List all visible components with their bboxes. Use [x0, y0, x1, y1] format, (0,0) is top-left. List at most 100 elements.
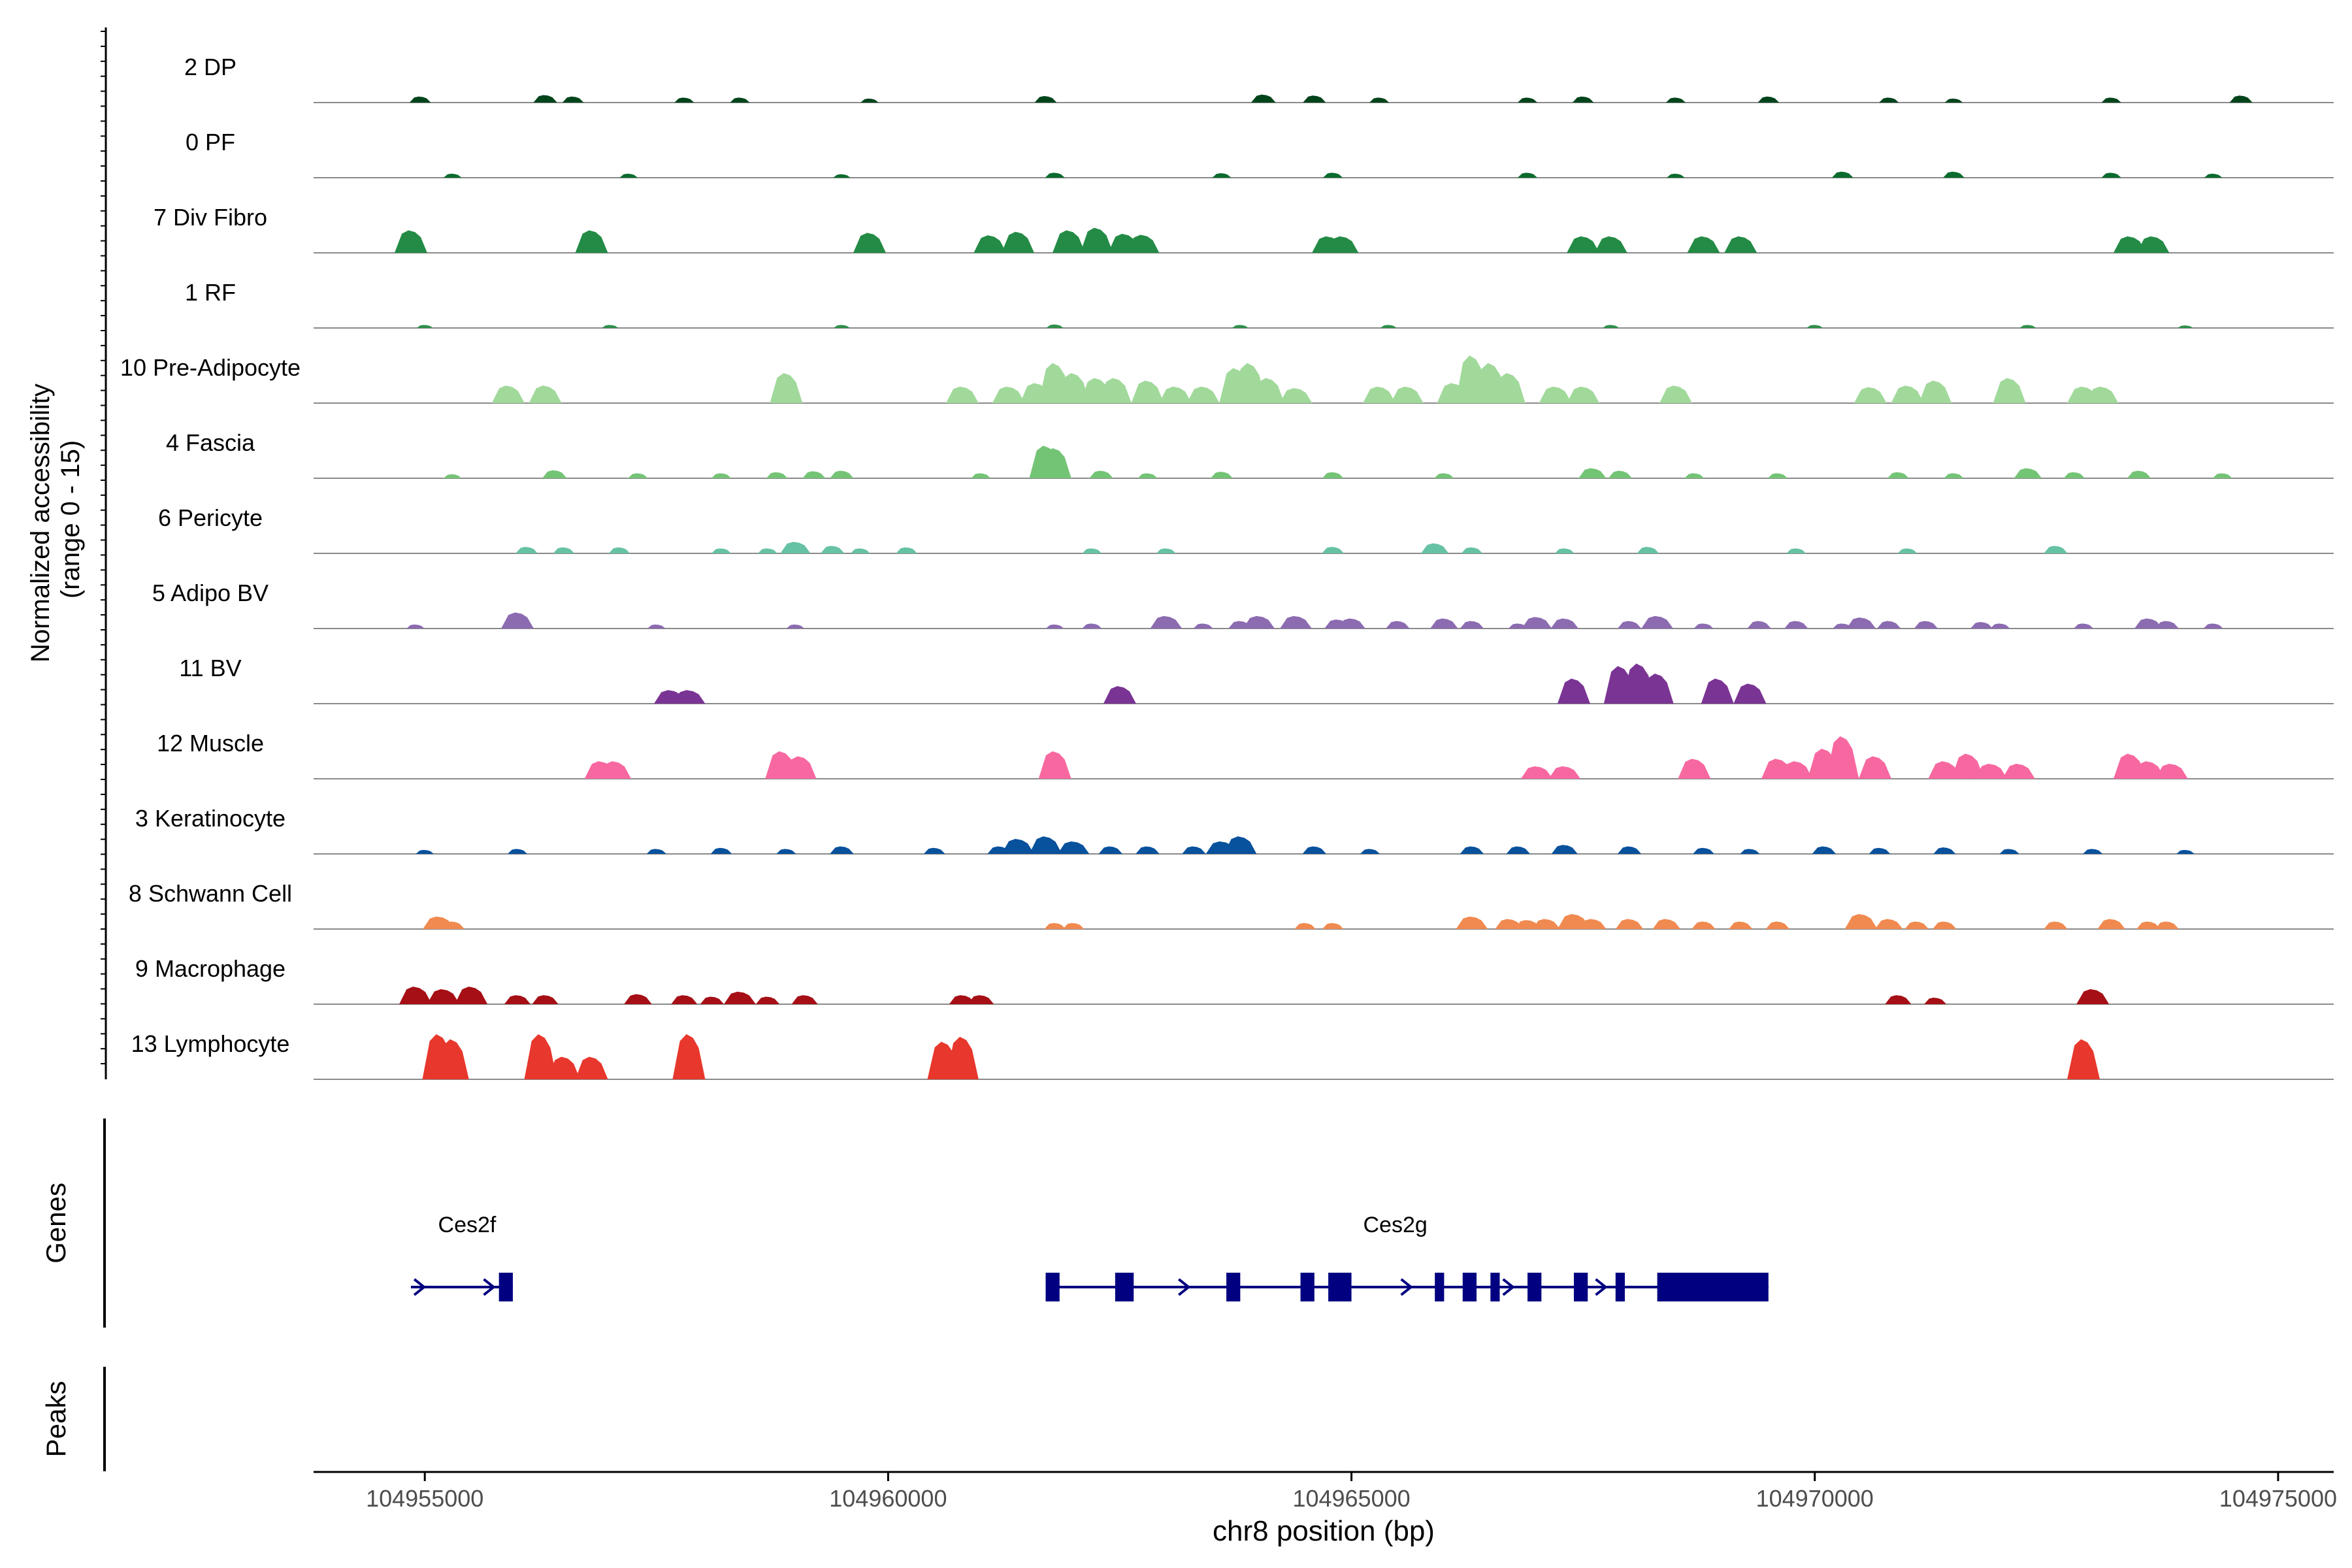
coverage-peak	[1150, 615, 1183, 629]
coverage-peak	[945, 1036, 979, 1079]
coverage-peak	[524, 1034, 557, 1079]
gene-ces2g: Ces2g	[1045, 1213, 1769, 1301]
strand-arrow	[1177, 1278, 1191, 1296]
gene-exon	[1490, 1273, 1500, 1301]
coverage-peak	[671, 995, 698, 1004]
coverage-peak	[2136, 921, 2161, 929]
coverage-peak	[507, 849, 528, 854]
track-1-rf: 1 RF	[185, 279, 2334, 329]
coverage-peak	[409, 96, 431, 103]
strand-arrow	[1400, 1278, 1413, 1296]
coverage-peak	[2019, 325, 2036, 328]
coverage-peak	[1303, 95, 1326, 103]
coverage-peak	[1729, 921, 1753, 929]
coverage-peak	[1578, 468, 1607, 478]
coverage-peak	[766, 472, 788, 478]
coverage-peak	[1495, 919, 1523, 929]
coverage-peak	[1001, 839, 1034, 854]
coverage-peak	[1045, 624, 1064, 629]
coverage-peak	[1369, 97, 1390, 103]
coverage-peak	[1594, 236, 1627, 253]
coverage-peak	[1322, 472, 1344, 478]
coverage-peak	[619, 173, 638, 178]
coverage-peak	[1974, 764, 2008, 779]
gene-ces2f: Ces2f	[410, 1213, 513, 1301]
coverage-peak	[1380, 325, 1397, 328]
coverage-peak	[1251, 378, 1284, 403]
coverage-peak	[1693, 847, 1714, 854]
coverage-peak	[776, 849, 796, 854]
coverage-peak	[1757, 96, 1780, 103]
track-13-lymphocyte: 13 Lymphocyte	[131, 1030, 2334, 1080]
coverage-peak	[1506, 846, 1531, 854]
coverage-peak	[1082, 623, 1102, 629]
coverage-peak	[1232, 325, 1249, 328]
coverage-peak	[1641, 674, 1674, 704]
coverage-peak	[1933, 847, 1956, 854]
coverage-peak	[1637, 547, 1659, 553]
coverage-peak	[1532, 919, 1560, 929]
coverage-peak	[1831, 171, 1854, 178]
strand-arrow	[413, 1278, 427, 1296]
coverage-peak	[1360, 849, 1380, 854]
coverage-peak	[711, 548, 732, 553]
coverage-peak	[833, 174, 851, 178]
track-label: 13 Lymphocyte	[131, 1030, 290, 1057]
coverage-peak	[416, 849, 434, 854]
coverage-peak	[1691, 921, 1716, 929]
coverage-peak	[1617, 846, 1642, 854]
coverage-peak	[700, 996, 725, 1004]
coverage-peak	[1098, 378, 1132, 403]
coverage-peak	[624, 994, 652, 1004]
coverage-peak	[1659, 385, 1692, 403]
track-2-dp: 2 DP	[184, 54, 2334, 103]
coverage-peak	[770, 373, 803, 403]
coverage-peak	[2044, 921, 2068, 929]
track-0-pf: 0 PF	[186, 129, 2334, 178]
coverage-peak	[1057, 373, 1090, 403]
coverage-peak	[672, 1034, 706, 1079]
gene-exon	[1226, 1273, 1241, 1301]
coverage-peak	[1126, 235, 1160, 253]
coverage-peak	[830, 846, 854, 854]
coverage-peak	[945, 386, 979, 403]
coverage-peak	[830, 470, 854, 478]
track-5-adipo-bv: 5 Adipo BV	[152, 580, 2334, 629]
coverage-peak	[1724, 236, 1757, 253]
track-label: 2 DP	[184, 54, 237, 80]
coverage-peak	[1548, 766, 1581, 779]
coverage-peak	[1567, 386, 1600, 403]
coverage-peak	[1678, 759, 1711, 779]
coverage-peak	[1693, 623, 1714, 629]
peaks-panel-label: Peaks	[41, 1381, 71, 1458]
coverage-peak	[1294, 923, 1316, 929]
gene-exon	[1527, 1273, 1542, 1301]
coverage-peak	[1557, 678, 1590, 704]
coverage-peak	[2155, 621, 2179, 629]
coverage-peak	[2076, 989, 2110, 1004]
coverage-peak	[1944, 98, 1963, 103]
gene-exon	[1615, 1273, 1625, 1301]
coverage-peak	[2067, 1039, 2100, 1079]
coverage-peak	[2155, 921, 2179, 929]
coverage-peak	[1733, 683, 1767, 704]
coverage-peak	[416, 325, 433, 328]
coverage-peak	[443, 474, 462, 478]
coverage-peak	[436, 1039, 469, 1079]
coverage-peak	[2085, 386, 2119, 403]
coverage-peak	[2132, 761, 2165, 779]
coverage-peak	[1103, 686, 1136, 704]
coverage-peak	[710, 847, 732, 854]
coverage-peak	[399, 987, 433, 1004]
coverage-peak	[786, 624, 805, 629]
coverage-peak	[1539, 386, 1572, 403]
coverage-peak	[1806, 325, 1823, 328]
gene-exon	[1435, 1273, 1445, 1301]
coverage-peak	[1826, 736, 1859, 779]
coverage-peak	[504, 995, 531, 1004]
coverage-peak	[2044, 546, 2068, 553]
coverage-peak	[1156, 548, 1177, 553]
coverage-peak	[1212, 173, 1232, 178]
track-7-div-fibro: 7 Div Fibro	[154, 204, 2334, 253]
coverage-peak	[1876, 621, 1901, 629]
